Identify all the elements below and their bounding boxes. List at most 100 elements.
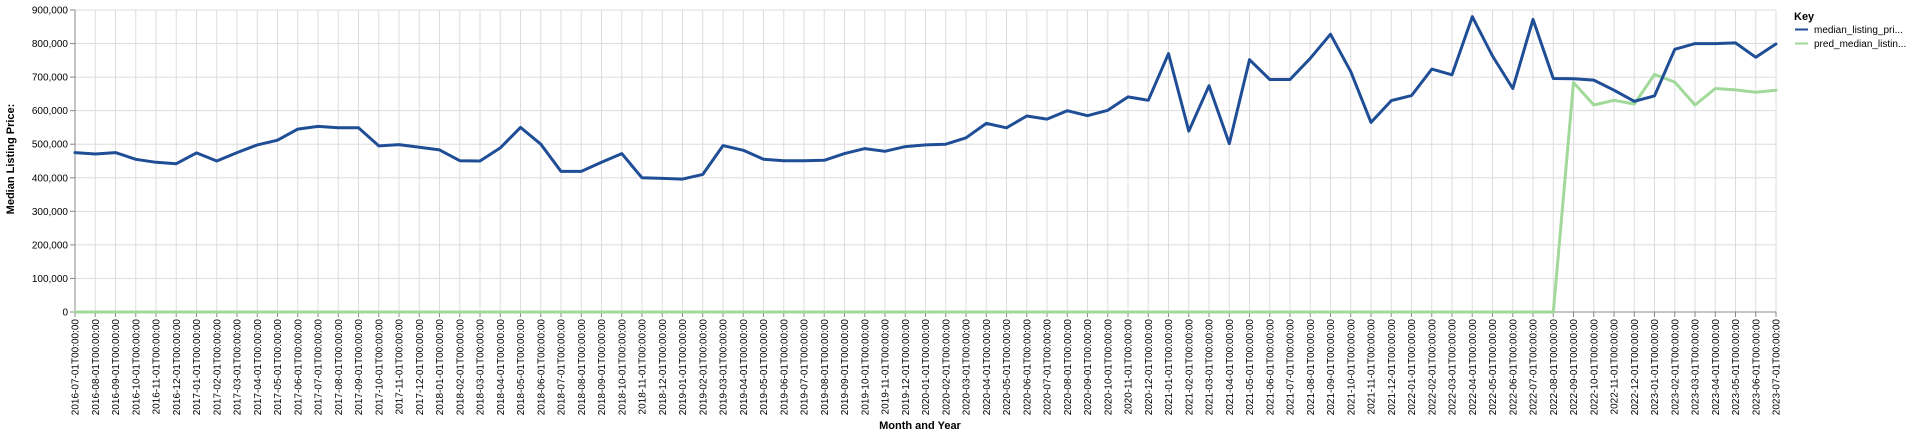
x-tick-label: 2016-09-01T00:00:00 bbox=[111, 319, 122, 416]
x-tick-label: 2017-09-01T00:00:00 bbox=[354, 319, 365, 416]
y-axis: 0 100,000 200,000 300,000 400,000 500,000 600,… bbox=[32, 6, 76, 319]
x-tick-label: 2020-09-01T00:00:00 bbox=[1083, 319, 1094, 416]
y-axis-title: Median Listing Price: bbox=[5, 104, 17, 215]
series-line-pred-median-listin bbox=[73, 72, 1778, 314]
x-tick-label: 2019-09-01T00:00:00 bbox=[840, 319, 851, 416]
x-tick-label: 2018-09-01T00:00:00 bbox=[597, 319, 608, 416]
x-tick-label: 2021-02-01T00:00:00 bbox=[1184, 319, 1195, 416]
x-tick-label: 2018-02-01T00:00:00 bbox=[455, 319, 466, 416]
y-tick-label: 300,000 bbox=[32, 207, 69, 218]
x-tick-label: 2023-05-01T00:00:00 bbox=[1731, 319, 1742, 416]
x-tick-label: 2021-03-01T00:00:00 bbox=[1205, 319, 1216, 416]
x-tick-label: 2021-10-01T00:00:00 bbox=[1346, 319, 1357, 416]
x-tick-label: 2017-05-01T00:00:00 bbox=[273, 319, 284, 416]
x-tick-label: 2022-03-01T00:00:00 bbox=[1448, 319, 1459, 416]
x-tick-label: 2023-07-01T00:00:00 bbox=[1772, 319, 1783, 416]
x-tick-label: 2021-05-01T00:00:00 bbox=[1245, 319, 1256, 416]
x-tick-label: 2021-07-01T00:00:00 bbox=[1286, 319, 1297, 416]
x-tick-label: 2018-06-01T00:00:00 bbox=[536, 319, 547, 416]
x-tick-label: 2016-10-01T00:00:00 bbox=[131, 319, 142, 416]
x-tick-label: 2017-10-01T00:00:00 bbox=[374, 319, 385, 416]
x-axis-title: Month and Year bbox=[879, 420, 961, 432]
x-tick-label: 2020-06-01T00:00:00 bbox=[1022, 319, 1033, 416]
x-tick-label: 2019-08-01T00:00:00 bbox=[820, 319, 831, 416]
x-tick-label: 2022-01-01T00:00:00 bbox=[1407, 319, 1418, 416]
x-tick-label: 2020-03-01T00:00:00 bbox=[962, 319, 973, 416]
x-tick-label: 2018-10-01T00:00:00 bbox=[617, 319, 628, 416]
x-tick-label: 2022-09-01T00:00:00 bbox=[1569, 319, 1580, 416]
x-tick-label: 2019-02-01T00:00:00 bbox=[698, 319, 709, 416]
y-tick-label: 0 bbox=[62, 308, 68, 319]
x-tick-label: 2017-03-01T00:00:00 bbox=[233, 319, 244, 416]
x-tick-label: 2023-06-01T00:00:00 bbox=[1751, 319, 1762, 416]
x-tick-label: 2023-03-01T00:00:00 bbox=[1691, 319, 1702, 416]
x-tick-label: 2018-01-01T00:00:00 bbox=[435, 319, 446, 416]
x-tick-label: 2019-06-01T00:00:00 bbox=[779, 319, 790, 416]
x-tick-label: 2020-10-01T00:00:00 bbox=[1103, 319, 1114, 416]
x-tick-label: 2018-05-01T00:00:00 bbox=[516, 319, 527, 416]
x-tick-label: 2022-06-01T00:00:00 bbox=[1508, 319, 1519, 416]
series-layer bbox=[73, 15, 1778, 314]
y-tick-label: 500,000 bbox=[32, 140, 69, 151]
x-tick-label: 2017-08-01T00:00:00 bbox=[334, 319, 345, 416]
x-tick-label: 2018-04-01T00:00:00 bbox=[496, 319, 507, 416]
x-tick-label: 2022-05-01T00:00:00 bbox=[1488, 319, 1499, 416]
x-tick-label: 2021-04-01T00:00:00 bbox=[1225, 319, 1236, 416]
x-tick-label: 2021-06-01T00:00:00 bbox=[1265, 319, 1276, 416]
x-tick-label: 2022-07-01T00:00:00 bbox=[1529, 319, 1540, 416]
x-tick-label: 2020-05-01T00:00:00 bbox=[1002, 319, 1013, 416]
x-tick-label: 2023-04-01T00:00:00 bbox=[1711, 319, 1722, 416]
x-tick-label: 2017-12-01T00:00:00 bbox=[415, 319, 426, 416]
x-tick-label: 2020-12-01T00:00:00 bbox=[1144, 319, 1155, 416]
x-tick-label: 2022-04-01T00:00:00 bbox=[1468, 319, 1479, 416]
x-tick-label: 2019-01-01T00:00:00 bbox=[678, 319, 689, 416]
y-tick-label: 900,000 bbox=[32, 6, 69, 17]
x-tick-label: 2019-05-01T00:00:00 bbox=[759, 319, 770, 416]
y-tick-label: 400,000 bbox=[32, 173, 69, 184]
x-tick-label: 2018-03-01T00:00:00 bbox=[476, 319, 487, 416]
x-axis: 2016-07-01T00:00:00 2016-08-01T00:00:00 20… bbox=[71, 311, 1783, 416]
x-tick-label: 2020-07-01T00:00:00 bbox=[1043, 319, 1054, 416]
x-tick-label: 2018-12-01T00:00:00 bbox=[658, 319, 669, 416]
series-line-median-listing-pri bbox=[73, 15, 1778, 181]
legend-title: Key bbox=[1794, 11, 1815, 23]
y-tick-label: 100,000 bbox=[32, 274, 69, 285]
x-tick-label: 2021-09-01T00:00:00 bbox=[1326, 319, 1337, 416]
x-tick-label: 2019-11-01T00:00:00 bbox=[881, 319, 892, 415]
x-tick-label: 2019-04-01T00:00:00 bbox=[739, 319, 750, 416]
x-tick-label: 2017-06-01T00:00:00 bbox=[293, 319, 304, 416]
x-tick-label: 2019-07-01T00:00:00 bbox=[800, 319, 811, 416]
x-tick-label: 2020-11-01T00:00:00 bbox=[1124, 319, 1135, 415]
x-tick-label: 2017-01-01T00:00:00 bbox=[192, 319, 203, 416]
grid-lines bbox=[74, 9, 1777, 313]
x-tick-label: 2021-12-01T00:00:00 bbox=[1387, 319, 1398, 416]
x-tick-label: 2019-10-01T00:00:00 bbox=[860, 319, 871, 416]
x-tick-label: 2017-04-01T00:00:00 bbox=[253, 319, 264, 416]
x-tick-label: 2022-10-01T00:00:00 bbox=[1589, 319, 1600, 416]
legend-label: median_listing_pri... bbox=[1814, 25, 1903, 36]
x-tick-label: 2018-11-01T00:00:00 bbox=[638, 319, 649, 415]
x-tick-label: 2020-08-01T00:00:00 bbox=[1063, 319, 1074, 416]
x-tick-label: 2021-11-01T00:00:00 bbox=[1367, 319, 1378, 415]
x-tick-label: 2016-08-01T00:00:00 bbox=[91, 319, 102, 416]
x-tick-label: 2022-11-01T00:00:00 bbox=[1610, 319, 1621, 415]
y-tick-label: 700,000 bbox=[32, 73, 69, 84]
x-tick-label: 2017-11-01T00:00:00 bbox=[395, 319, 406, 415]
x-tick-label: 2023-02-01T00:00:00 bbox=[1670, 319, 1681, 416]
x-tick-label: 2022-08-01T00:00:00 bbox=[1549, 319, 1560, 416]
x-tick-label: 2021-08-01T00:00:00 bbox=[1306, 319, 1317, 416]
x-tick-label: 2020-04-01T00:00:00 bbox=[982, 319, 993, 416]
x-tick-label: 2023-01-01T00:00:00 bbox=[1650, 319, 1661, 416]
x-tick-label: 2019-03-01T00:00:00 bbox=[719, 319, 730, 416]
y-tick-label: 600,000 bbox=[32, 106, 69, 117]
x-tick-label: 2016-12-01T00:00:00 bbox=[172, 319, 183, 416]
x-tick-label: 2017-02-01T00:00:00 bbox=[212, 319, 223, 416]
y-tick-label: 200,000 bbox=[32, 240, 69, 251]
legend: Key median_listing_pri... pred_median_lis… bbox=[1794, 11, 1906, 50]
x-tick-label: 2021-01-01T00:00:00 bbox=[1164, 319, 1175, 416]
x-tick-label: 2022-02-01T00:00:00 bbox=[1427, 319, 1438, 416]
x-tick-label: 2020-02-01T00:00:00 bbox=[941, 319, 952, 416]
y-tick-label: 800,000 bbox=[32, 39, 69, 50]
